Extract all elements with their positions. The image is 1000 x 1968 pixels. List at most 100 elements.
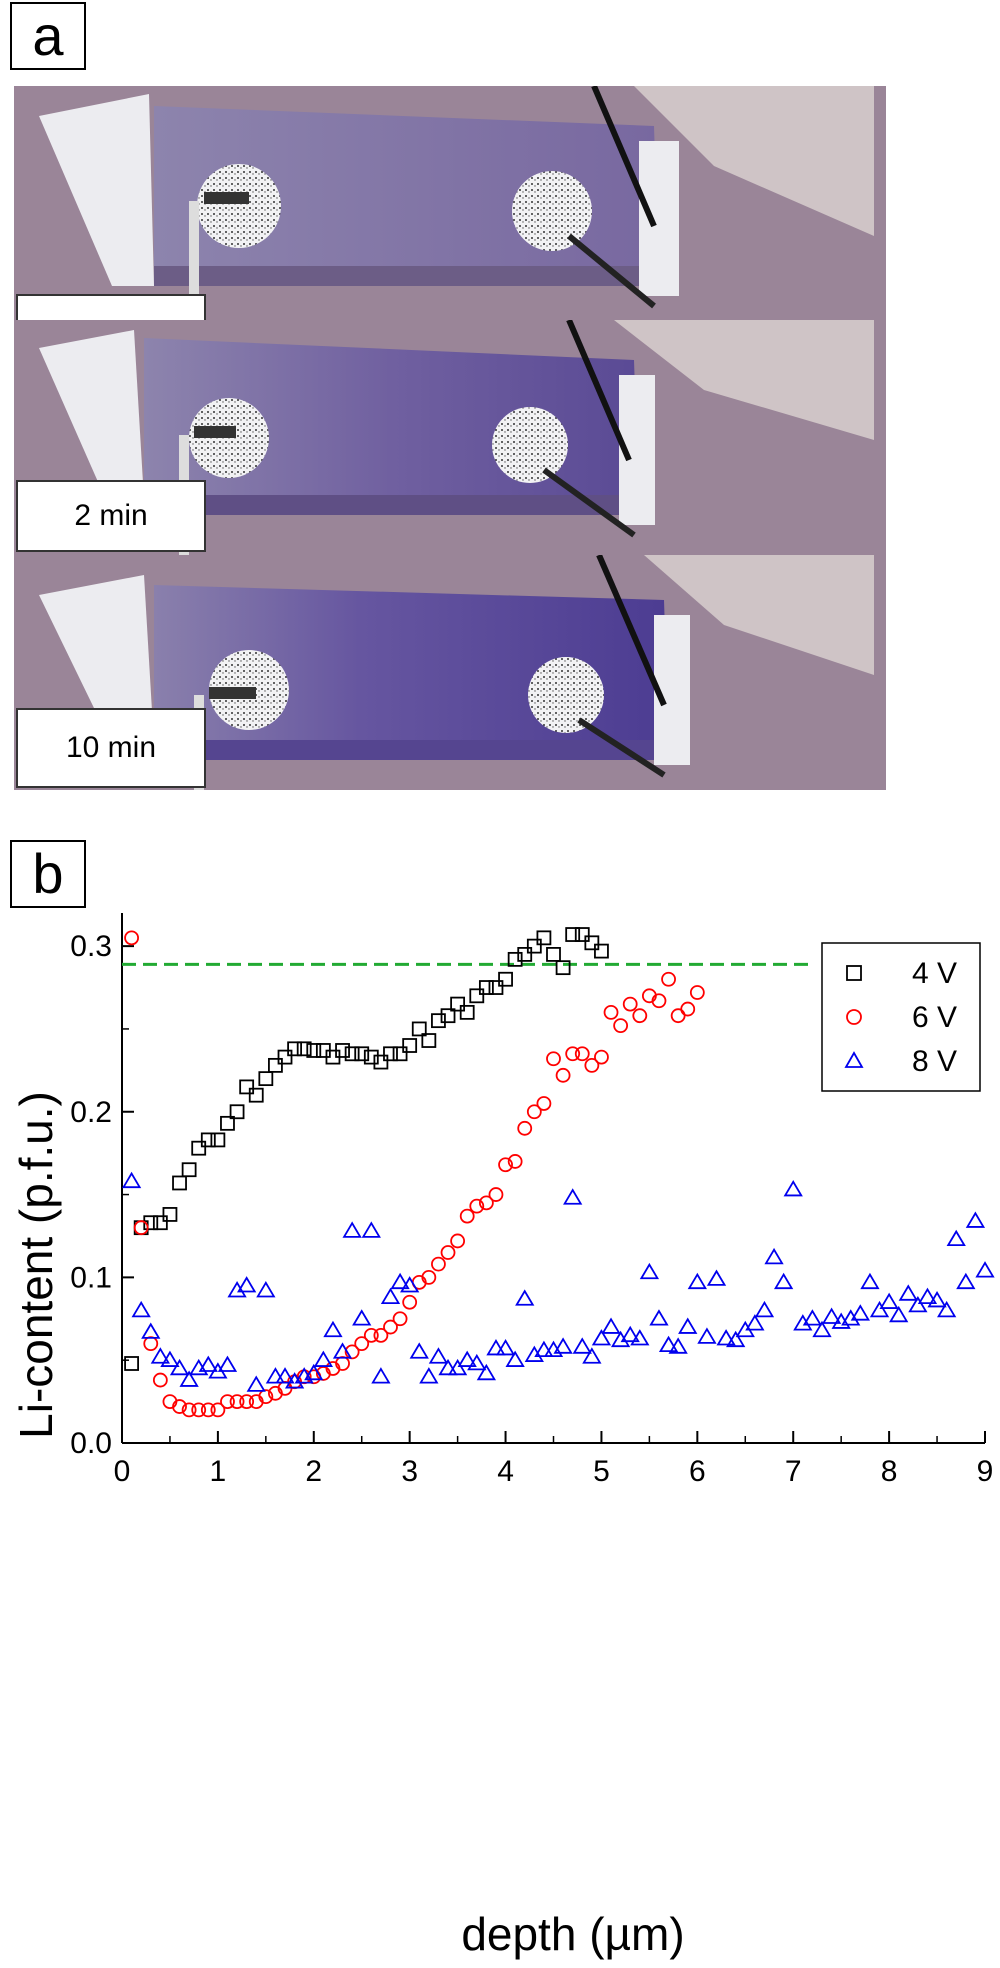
photo-frame-3: 10 min [14,555,886,790]
data-point-6v [689,985,705,1000]
data-point-8v [371,1367,391,1384]
data-point-8v [965,1211,986,1228]
data-point-8v [668,1337,688,1354]
data-point-8v [121,1171,142,1189]
data-point-4v [536,930,552,946]
data-point-4v [392,1046,408,1062]
data-point-4v [373,1054,389,1070]
data-point-8v [898,1284,918,1301]
data-point-6v [152,1372,168,1388]
data-point-6v [526,1104,542,1120]
data-point-8v [639,1262,660,1280]
x-tick-label: 5 [593,1455,610,1488]
data-point-8v [706,1269,727,1286]
data-point-6v [172,1399,187,1414]
data-point-8v [447,1358,468,1376]
data-point-6v [373,1327,389,1343]
data-point-8v [572,1337,592,1354]
data-point-8v [927,1290,947,1308]
data-point-4v [335,1043,350,1058]
data-point-8v [217,1355,238,1372]
x-tick-label: 1 [210,1455,227,1488]
legend-label: 6 V [912,1001,957,1034]
data-point-8v [400,1276,420,1293]
data-point-4v [258,1071,274,1087]
data-point-8v [438,1358,458,1376]
chart: 0 1 2 3 4 5 6 7 8 9 0.0 0.1 0.2 0.3 4 V 6 V 8 V depth (µ… [10,913,995,1960]
data-point-8v [726,1330,746,1348]
data-point-8v [198,1355,218,1372]
data-point-6v [392,1311,408,1327]
data-point-4v [268,1057,283,1073]
data-point-4v [172,1175,187,1191]
data-point-8v [275,1367,295,1384]
data-point-8v [534,1340,554,1358]
data-point-8v [505,1350,525,1367]
data-point-8v [150,1347,170,1364]
data-point-4v [210,1132,226,1148]
data-point-4v [478,980,494,995]
data-point-8v [256,1281,276,1298]
data-point-8v [476,1363,497,1381]
data-point-6v [488,1187,504,1202]
data-point-4v [526,938,542,954]
data-point-8v [591,1329,612,1346]
data-point-4v [440,1008,456,1024]
data-point-8v [610,1330,631,1348]
data-point-8v [361,1221,381,1238]
time-label-2min: 2 min [16,480,206,552]
data-point-4v [450,996,466,1012]
data-point-8v [889,1305,909,1323]
data-point-6v [354,1336,370,1352]
data-point-6v [440,1245,456,1260]
legend-box [821,942,981,1092]
x-tick-label: 2 [305,1455,322,1488]
data-point-6v [574,1046,590,1062]
x-tick-label: 3 [401,1455,418,1488]
data-point-8v [486,1339,506,1356]
data-point-8v [160,1350,180,1367]
data-point-6v [402,1294,418,1310]
legend-marker-4v [846,965,862,981]
data-point-8v [956,1272,976,1290]
data-point-4v [363,1049,379,1065]
data-point-8v [946,1229,966,1247]
data-point-8v [975,1261,995,1278]
data-point-8v [304,1363,324,1381]
data-point-6v [469,1198,485,1214]
data-point-4v [296,1041,312,1057]
data-point-4v [565,927,581,942]
x-axis-label: depth (µm) [461,1908,684,1960]
data-point-6v [594,1049,609,1065]
data-point-4v [574,927,590,942]
data-point-4v [411,1021,427,1037]
data-point-6v [517,1120,533,1136]
data-point-8v [313,1350,334,1367]
data-point-6v [584,1057,600,1073]
data-point-8v [601,1317,621,1334]
data-point-8v [658,1335,679,1353]
data-point-6v [124,930,139,946]
x-tick-label: 0 [114,1455,131,1488]
data-point-8v [323,1320,343,1338]
data-point-6v [670,1008,686,1024]
data-point-6v [133,1220,149,1236]
data-point-8v [515,1289,535,1306]
data-point-6v [450,1233,466,1249]
data-point-8v [227,1281,247,1298]
data-point-6v [431,1256,446,1272]
y-tick-label: 0.3 [70,930,112,963]
panel-a-label: a [10,2,86,70]
data-point-8v [860,1272,880,1290]
data-point-8v [917,1287,938,1305]
data-point-4v [517,947,533,962]
data-point-6v [651,993,667,1009]
data-point-8v [773,1272,794,1290]
data-point-6v [191,1402,207,1418]
data-point-8v [332,1342,353,1359]
data-point-8v [419,1367,439,1384]
data-point-4v [277,1049,293,1065]
data-point-8v [783,1180,803,1197]
data-point-8v [879,1292,899,1309]
data-point-6v [258,1389,274,1405]
